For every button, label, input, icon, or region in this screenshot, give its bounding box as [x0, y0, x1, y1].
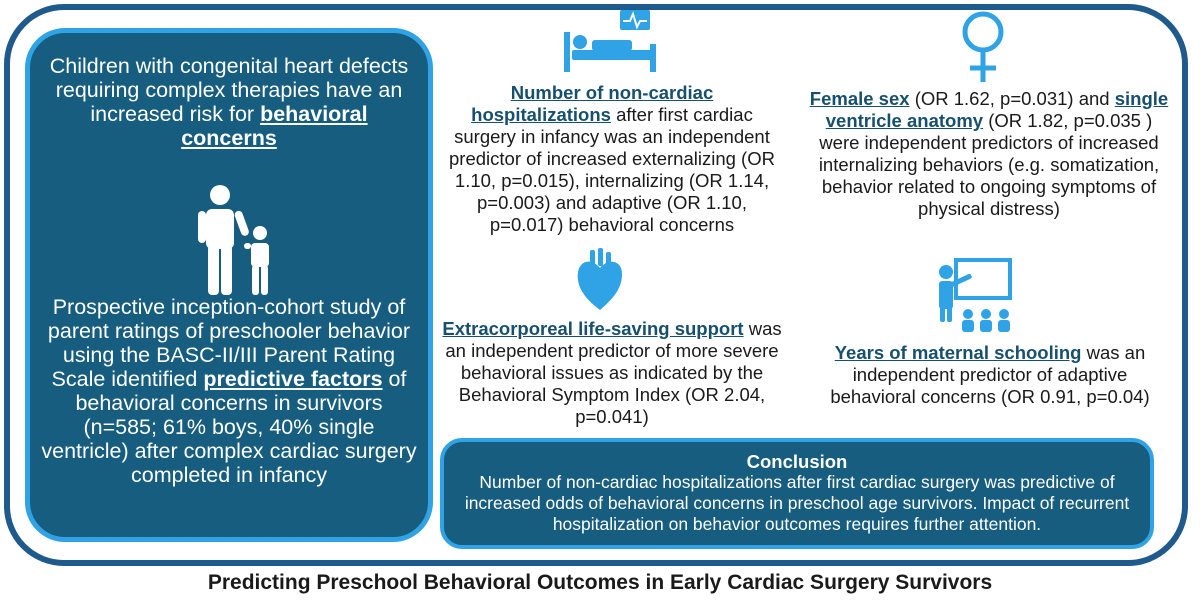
teacher-classroom-icon: [939, 258, 1012, 332]
outer-frame: [4, 4, 1188, 566]
schooling-emphasis: Years of maternal schooling: [834, 342, 1082, 363]
intro-text: Children with congenital heart defects r…: [49, 54, 409, 126]
heart-icon: [577, 248, 622, 310]
study-text-after: of behavioral concerns in survivors (n=5…: [41, 367, 417, 487]
study-emphasis: predictive factors: [203, 367, 383, 391]
finding-female-sex: Female sex (OR 1.62, p=0.031) and single…: [806, 88, 1172, 220]
conclusion-title: Conclusion: [746, 451, 848, 472]
bottom-title: Predicting Preschool Behavioral Outcomes…: [207, 571, 993, 594]
finding-ecls: Extracorporeal life-saving support was a…: [440, 318, 784, 428]
ecls-emphasis: Extracorporeal life-saving support: [442, 318, 744, 339]
female-symbol-icon: [962, 11, 1004, 82]
female-sex-text: (OR 1.62, p=0.031) and: [914, 88, 1110, 109]
hospitalizations-text: after first cardiac surgery in infancy w…: [449, 104, 775, 235]
study-text-before: Prospective inception-cohort study of pa…: [47, 295, 411, 391]
left-study: Prospective inception-cohort study of pa…: [40, 295, 418, 487]
intro-emphasis: behavioral concerns: [181, 102, 368, 150]
schooling-text: was an independent predictor of adaptive…: [830, 342, 1150, 407]
female-sex-emphasis: Female sex: [809, 88, 910, 109]
finding-hospitalizations: Number of non-cardiac hospitalizations a…: [440, 82, 784, 236]
hospitalizations-emphasis: Number of non-cardiac hospitalizations: [471, 82, 714, 125]
parent-child-icon: [198, 185, 269, 295]
single-ventricle-emphasis: single ventricle anatomy: [825, 88, 1169, 131]
conclusion-box: Conclusion Number of non-cardiac hospita…: [440, 438, 1154, 549]
single-ventricle-text: (OR 1.82, p=0.035 ) were independent pre…: [818, 110, 1160, 219]
finding-schooling: Years of maternal schooling was an indep…: [810, 342, 1170, 408]
conclusion-text: Number of non-cardiac hospitalizations a…: [464, 472, 1130, 534]
hospital-bed-monitor-icon: [564, 10, 656, 72]
left-intro: Children with congenital heart defects r…: [48, 54, 410, 150]
left-panel: Children with congenital heart defects r…: [25, 28, 433, 542]
ecls-text: was an independent predictor of more sev…: [445, 318, 782, 427]
